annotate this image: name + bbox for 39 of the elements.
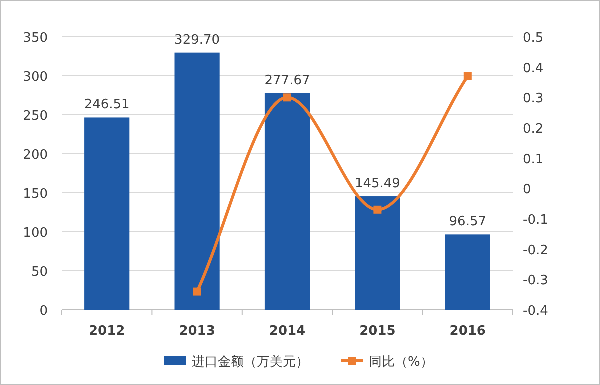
point xyxy=(464,72,472,80)
y2-tick-label: 0 xyxy=(523,182,532,198)
y-tick-label: 300 xyxy=(23,70,48,85)
bar xyxy=(445,234,490,310)
y2-tick-label: 0.2 xyxy=(523,122,544,137)
x-tick-label: 2016 xyxy=(450,324,486,339)
x-tick-label: 2015 xyxy=(360,324,396,339)
y2-tick-label: -0.1 xyxy=(523,213,548,228)
y-tick-label: 250 xyxy=(23,109,48,124)
data-label: 246.51 xyxy=(84,98,130,113)
bar xyxy=(84,118,130,310)
data-label: 96.57 xyxy=(449,214,487,230)
bar xyxy=(355,196,400,310)
bar xyxy=(174,52,220,310)
data-label: 329.70 xyxy=(174,32,220,48)
y2-tick-label: 0.4 xyxy=(523,61,544,76)
x-tick-label: 2014 xyxy=(269,324,306,339)
x-tick-label: 2013 xyxy=(179,324,216,339)
point xyxy=(374,206,382,214)
data-label: 277.67 xyxy=(264,73,310,88)
point xyxy=(193,288,202,296)
x-tick-label: 2012 xyxy=(89,324,126,339)
y-tick-label: 200 xyxy=(23,148,48,163)
y-tick-label: 350 xyxy=(23,31,48,46)
y2-tick-label: -0.2 xyxy=(523,243,548,258)
y2-tick-label: 0.3 xyxy=(523,92,544,107)
y2-tick-label: 0.5 xyxy=(523,31,544,46)
data-label: 145.49 xyxy=(354,176,400,192)
y-tick-label: 0 xyxy=(40,304,48,319)
legend-label: 进口金额（万美元） xyxy=(192,354,309,370)
y2-tick-label: 0.1 xyxy=(523,152,544,168)
y2-tick-label: -0.3 xyxy=(523,274,548,289)
y-tick-label: 50 xyxy=(31,265,48,280)
y-tick-label: 150 xyxy=(23,187,48,202)
legend-label: 同比（%） xyxy=(369,355,434,370)
y2-tick-label: -0.4 xyxy=(523,304,548,319)
point xyxy=(284,94,292,102)
bar xyxy=(264,93,310,310)
y-tick-label: 100 xyxy=(23,226,48,241)
